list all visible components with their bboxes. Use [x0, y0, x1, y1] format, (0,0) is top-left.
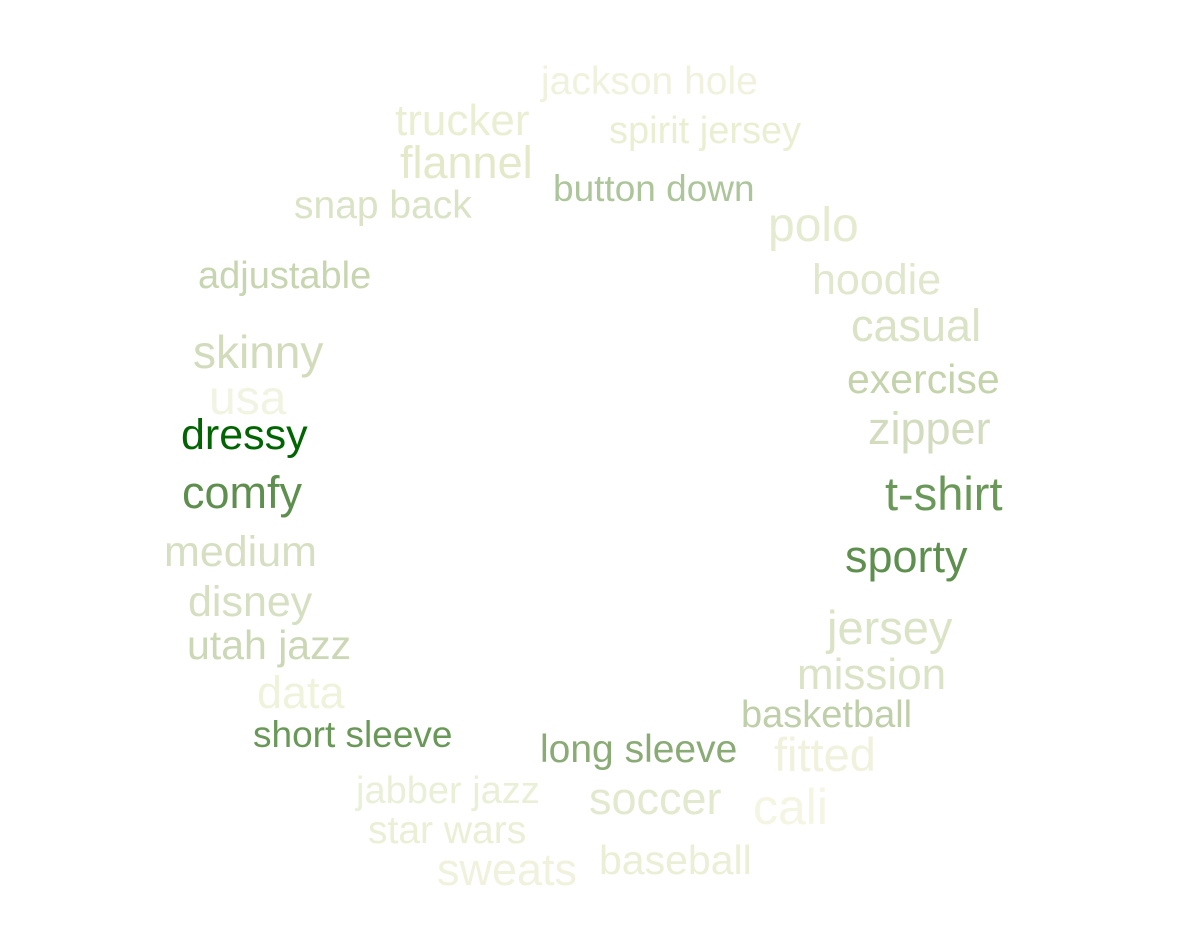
word-skinny: skinny [193, 326, 324, 378]
word-basketball: basketball [741, 694, 913, 736]
word-disney: disney [188, 578, 313, 626]
word-dressy: dressy [181, 411, 308, 459]
word-adjustable: adjustable [198, 255, 372, 297]
word-data: data [257, 667, 345, 718]
word-jackson-hole: jackson hole [541, 60, 758, 103]
word-utah-jazz: utah jazz [187, 622, 352, 668]
word-cali: cali [753, 779, 829, 835]
word-hoodie: hoodie [812, 256, 942, 304]
word-zipper: zipper [868, 403, 991, 454]
word-medium: medium [164, 528, 317, 576]
word-trucker: trucker [395, 96, 530, 145]
word-sporty: sporty [845, 531, 968, 582]
word-snap-back: snap back [294, 184, 472, 227]
word-sweats: sweats [437, 844, 578, 895]
word-jabber-jazz: jabber jazz [356, 770, 540, 812]
word-spirit-jersey: spirit jersey [609, 110, 802, 152]
word-soccer: soccer [589, 773, 722, 824]
word-exercise: exercise [847, 356, 1000, 402]
word-baseball: baseball [599, 837, 752, 883]
word-comfy: comfy [182, 467, 303, 518]
word-flannel: flannel [400, 137, 533, 188]
word-polo: polo [768, 199, 859, 252]
word-t-shirt: t-shirt [885, 467, 1003, 520]
word-usa: usa [209, 372, 287, 425]
word-jersey: jersey [827, 601, 953, 654]
word-button-down: button down [553, 168, 755, 209]
word-short-sleeve: short sleeve [253, 714, 453, 755]
word-star-wars: star wars [368, 809, 527, 852]
word-long-sleeve: long sleeve [540, 728, 738, 771]
word-mission: mission [797, 650, 947, 699]
word-fitted: fitted [774, 728, 876, 781]
word-casual: casual [851, 300, 982, 351]
